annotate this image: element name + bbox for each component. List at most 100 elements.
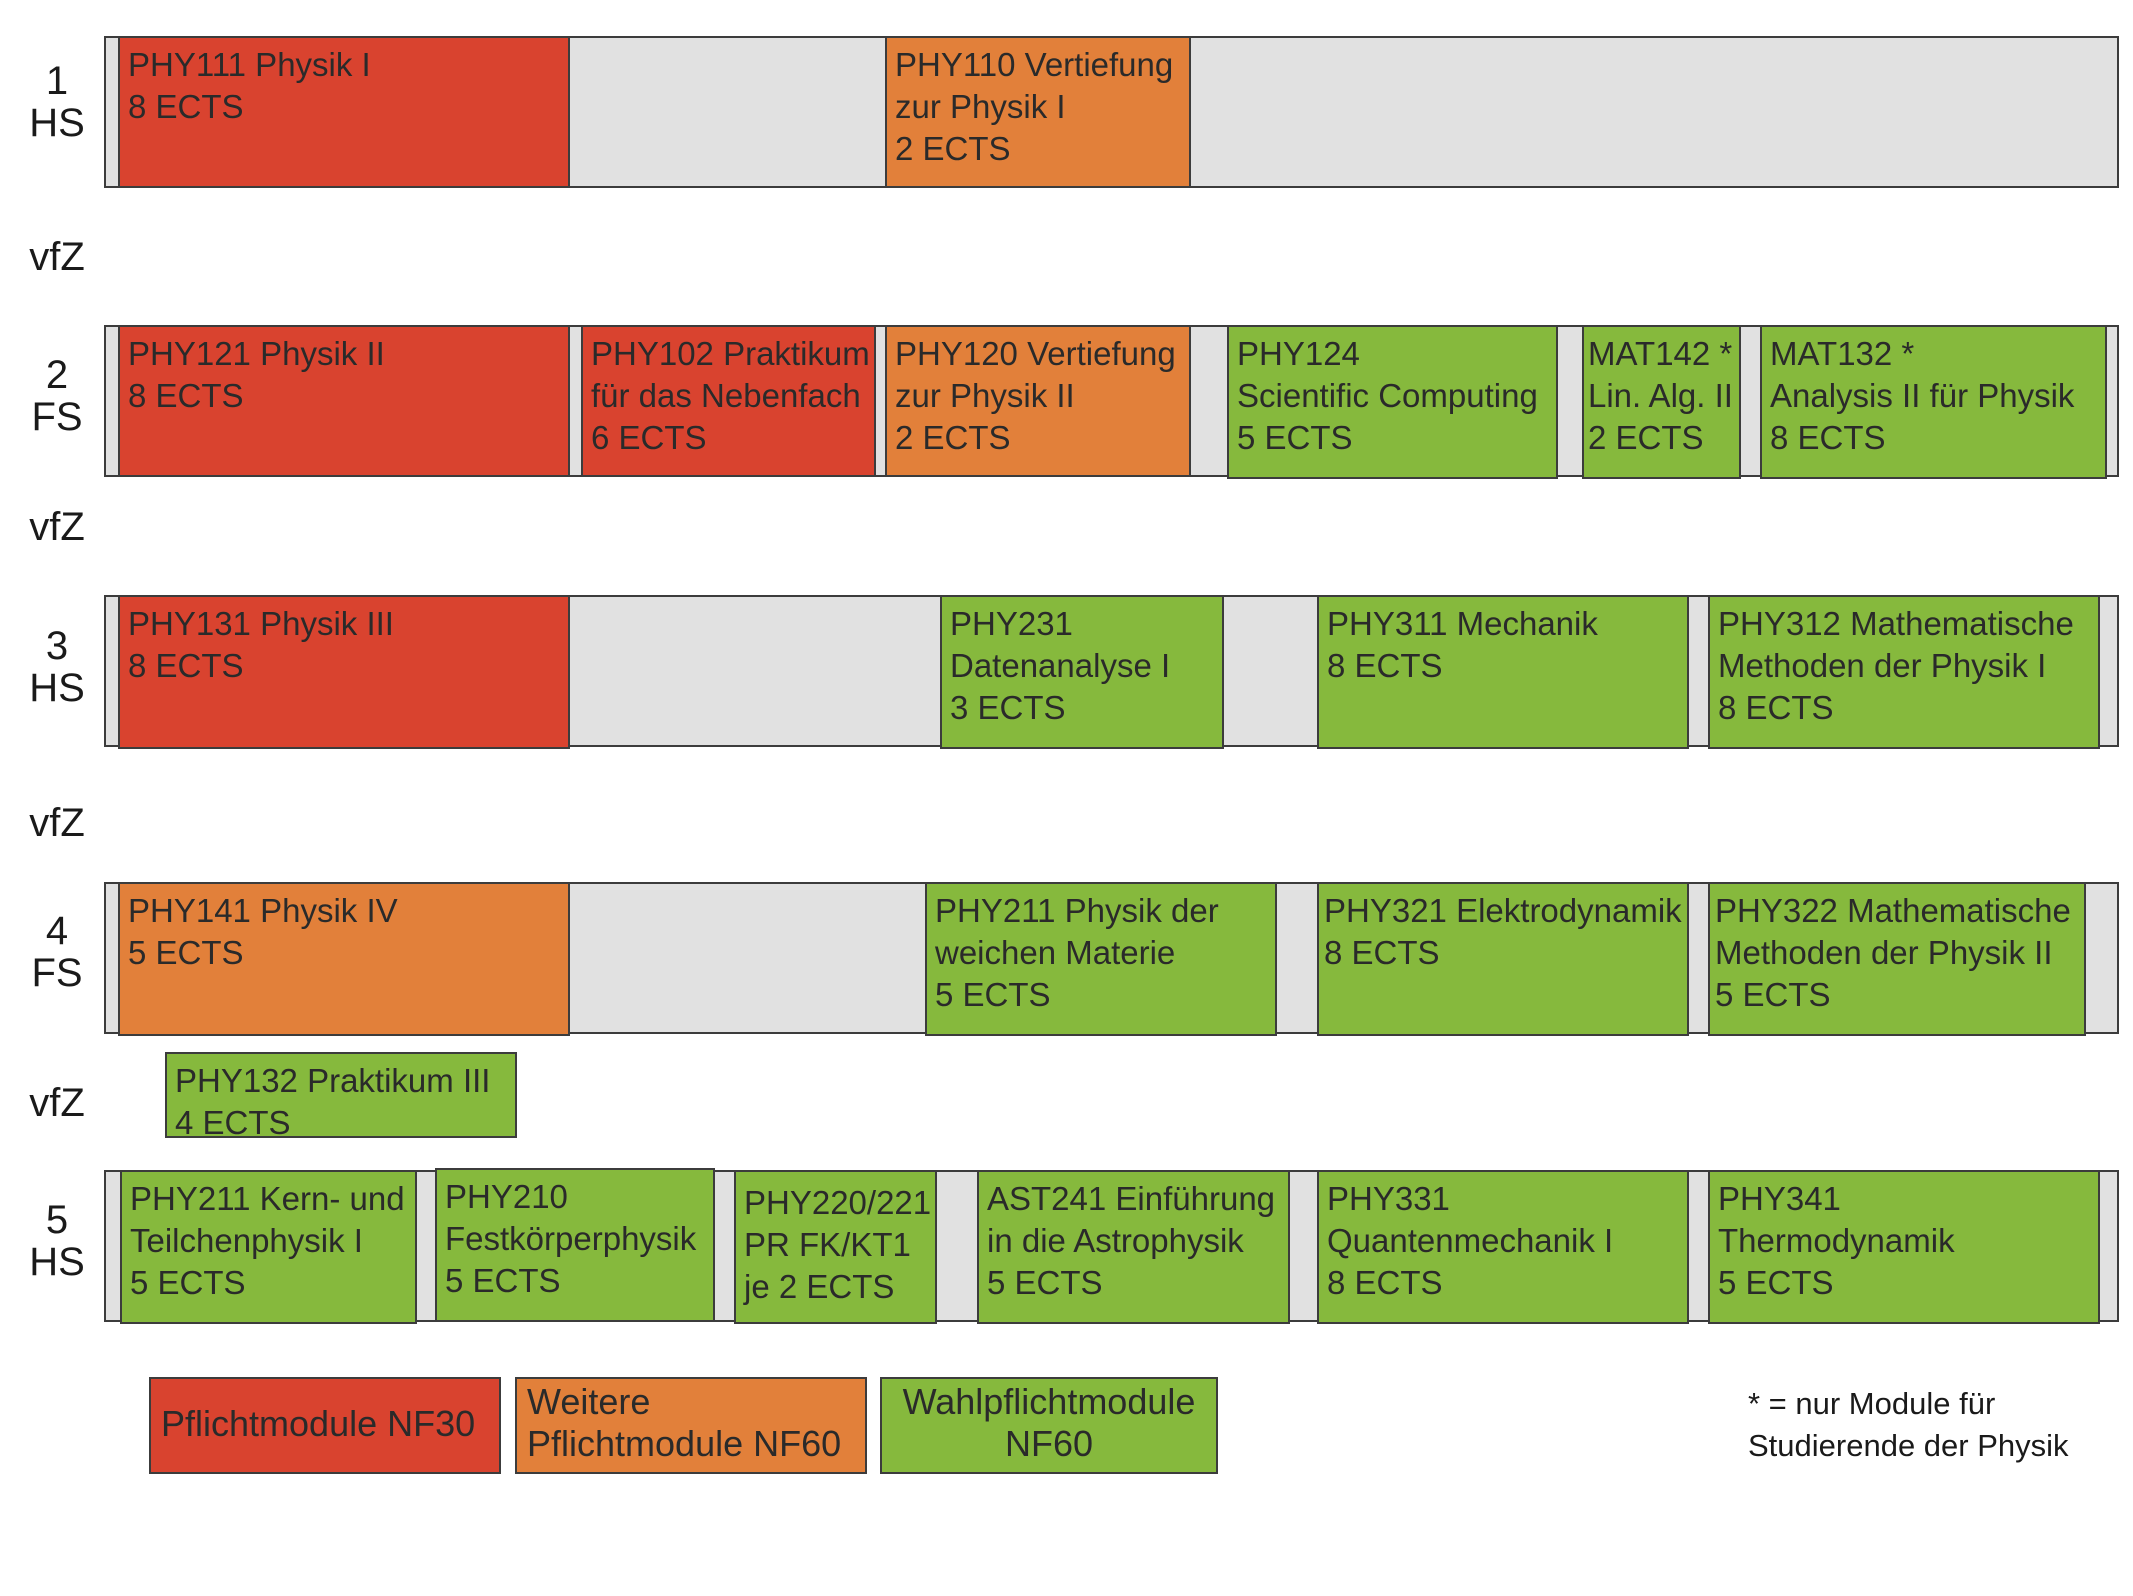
module-ects: je 2 ECTS	[744, 1268, 895, 1305]
module-title: PHY331	[1327, 1180, 1450, 1217]
module-phy321: PHY321 Elektrodynamik 8 ECTS	[1317, 882, 1689, 1036]
module-title-line2: Festkörperphysik	[445, 1220, 697, 1257]
legend-label-line1: Wahlpflichtmodule	[902, 1381, 1196, 1422]
module-title: PHY311 Mechanik	[1327, 605, 1598, 642]
module-phy211-weiche-materie: PHY211 Physik der weichen Materie 5 ECTS	[925, 882, 1277, 1036]
row-number: 5	[45, 1198, 69, 1242]
module-title-line2: Analysis II für Physik	[1770, 377, 2075, 414]
module-ects: 6 ECTS	[591, 419, 707, 456]
module-ast241: AST241 Einführung in die Astrophysik 5 E…	[977, 1170, 1290, 1324]
module-title-line2: in die Astrophysik	[987, 1222, 1244, 1259]
row-number: 2	[45, 353, 69, 397]
module-phy211-kern-teilchen: PHY211 Kern- und Teilchenphysik I 5 ECTS	[120, 1170, 417, 1324]
module-ects: 5 ECTS	[1715, 976, 1831, 1013]
module-title: PHY132 Praktikum III	[175, 1062, 491, 1099]
module-title: PHY111 Physik I	[128, 46, 371, 83]
legend-label: Pflichtmodule NF30	[161, 1403, 476, 1444]
row-number: 3	[45, 624, 69, 668]
module-ects: 3 ECTS	[950, 689, 1066, 726]
row-number: 4	[45, 909, 69, 953]
legend-wahlpflichtmodule-nf60: Wahlpflichtmodule NF60	[880, 1377, 1218, 1474]
module-ects: 8 ECTS	[1770, 419, 1886, 456]
row-label-5: 5 HS	[0, 1199, 114, 1283]
module-title: PHY211 Kern- und	[130, 1180, 405, 1217]
vfz-label-1: vfZ	[29, 235, 85, 279]
module-phy331: PHY331 Quantenmechanik I 8 ECTS	[1317, 1170, 1689, 1324]
legend-label-line2: Pflichtmodule NF60	[527, 1423, 842, 1464]
footnote: * = nur Module für Studierende der Physi…	[1748, 1383, 2069, 1467]
module-phy124: PHY124 Scientific Computing 5 ECTS	[1227, 325, 1558, 479]
module-title: PHY231	[950, 605, 1073, 642]
legend-label-line1: Weitere	[527, 1381, 651, 1422]
module-phy311: PHY311 Mechanik 8 ECTS	[1317, 595, 1689, 749]
module-phy110: PHY110 Vertiefung zur Physik I 2 ECTS	[885, 36, 1191, 188]
row-label-3: 3 HS	[0, 625, 114, 709]
module-ects: 2 ECTS	[1588, 419, 1704, 456]
module-phy220-221: PHY220/221 PR FK/KT1 je 2 ECTS	[734, 1170, 937, 1324]
module-ects: 5 ECTS	[130, 1264, 246, 1301]
module-phy102: PHY102 Praktikum für das Nebenfach 6 ECT…	[581, 325, 876, 477]
module-title-line2: PR FK/KT1	[744, 1226, 911, 1263]
module-title: PHY321 Elektrodynamik	[1324, 892, 1682, 929]
row-term: FS	[31, 395, 83, 439]
module-title-line2: Thermodynamik	[1718, 1222, 1955, 1259]
module-title-line2: Methoden der Physik I	[1718, 647, 2047, 684]
row-term: HS	[29, 666, 85, 710]
row-term: HS	[29, 101, 85, 145]
module-title-line2: Datenanalyse I	[950, 647, 1171, 684]
module-ects: 2 ECTS	[895, 130, 1011, 167]
module-title: PHY131 Physik III	[128, 605, 394, 642]
module-title-line2: Methoden der Physik II	[1715, 934, 2053, 971]
module-title-line2: zur Physik II	[895, 377, 1075, 414]
module-title-line2: Teilchenphysik I	[130, 1222, 363, 1259]
vfz-label-4: vfZ	[29, 1081, 85, 1125]
module-title-line2: zur Physik I	[895, 88, 1066, 125]
vfz-label-2: vfZ	[29, 505, 85, 549]
module-title: MAT142 *	[1588, 335, 1733, 372]
module-title-line2: Quantenmechanik I	[1327, 1222, 1614, 1259]
module-phy210: PHY210 Festkörperphysik 5 ECTS	[435, 1168, 715, 1322]
module-ects: 8 ECTS	[1327, 1264, 1443, 1301]
module-title: PHY211 Physik der	[935, 892, 1219, 929]
module-title: PHY341	[1718, 1180, 1841, 1217]
module-phy132: PHY132 Praktikum III 4 ECTS	[165, 1052, 517, 1138]
module-phy341: PHY341 Thermodynamik 5 ECTS	[1708, 1170, 2100, 1324]
module-title: PHY141 Physik IV	[128, 892, 398, 929]
module-title: PHY322 Mathematische	[1715, 892, 2071, 929]
row-label-2: 2 FS	[0, 354, 114, 438]
module-mat142: MAT142 * Lin. Alg. II 2 ECTS	[1582, 325, 1741, 479]
row-term: FS	[31, 951, 83, 995]
module-ects: 5 ECTS	[445, 1262, 561, 1299]
module-ects: 5 ECTS	[128, 934, 244, 971]
module-ects: 2 ECTS	[895, 419, 1011, 456]
module-mat132: MAT132 * Analysis II für Physik 8 ECTS	[1760, 325, 2107, 479]
module-ects: 8 ECTS	[1324, 934, 1440, 971]
footnote-line1: * = nur Module für	[1748, 1386, 1996, 1421]
module-ects: 5 ECTS	[1237, 419, 1353, 456]
module-phy120: PHY120 Vertiefung zur Physik II 2 ECTS	[885, 325, 1191, 477]
module-title: PHY312 Mathematische	[1718, 605, 2074, 642]
module-ects: 5 ECTS	[935, 976, 1051, 1013]
module-title: PHY121 Physik II	[128, 335, 385, 372]
module-phy111: PHY111 Physik I 8 ECTS	[118, 36, 570, 188]
module-phy131: PHY131 Physik III 8 ECTS	[118, 595, 570, 749]
module-ects: 8 ECTS	[1327, 647, 1443, 684]
legend-pflichtmodule-nf30: Pflichtmodule NF30	[149, 1377, 501, 1474]
module-phy231: PHY231 Datenanalyse I 3 ECTS	[940, 595, 1224, 749]
vfz-label-3: vfZ	[29, 801, 85, 845]
row-label-4: 4 FS	[0, 910, 114, 994]
module-ects: 5 ECTS	[1718, 1264, 1834, 1301]
module-title-line2: für das Nebenfach	[591, 377, 861, 414]
module-title: PHY124	[1237, 335, 1360, 372]
module-phy121: PHY121 Physik II 8 ECTS	[118, 325, 570, 477]
module-title-line2: Lin. Alg. II	[1588, 377, 1733, 414]
module-ects: 4 ECTS	[175, 1104, 291, 1138]
module-phy312: PHY312 Mathematische Methoden der Physik…	[1708, 595, 2100, 749]
module-ects: 8 ECTS	[128, 88, 244, 125]
module-ects: 8 ECTS	[128, 647, 244, 684]
module-title: PHY110 Vertiefung	[895, 46, 1174, 83]
legend-label-line2: NF60	[1004, 1423, 1094, 1464]
module-phy141: PHY141 Physik IV 5 ECTS	[118, 882, 570, 1036]
module-title: PHY220/221	[744, 1184, 932, 1221]
module-title: PHY210	[445, 1178, 568, 1215]
